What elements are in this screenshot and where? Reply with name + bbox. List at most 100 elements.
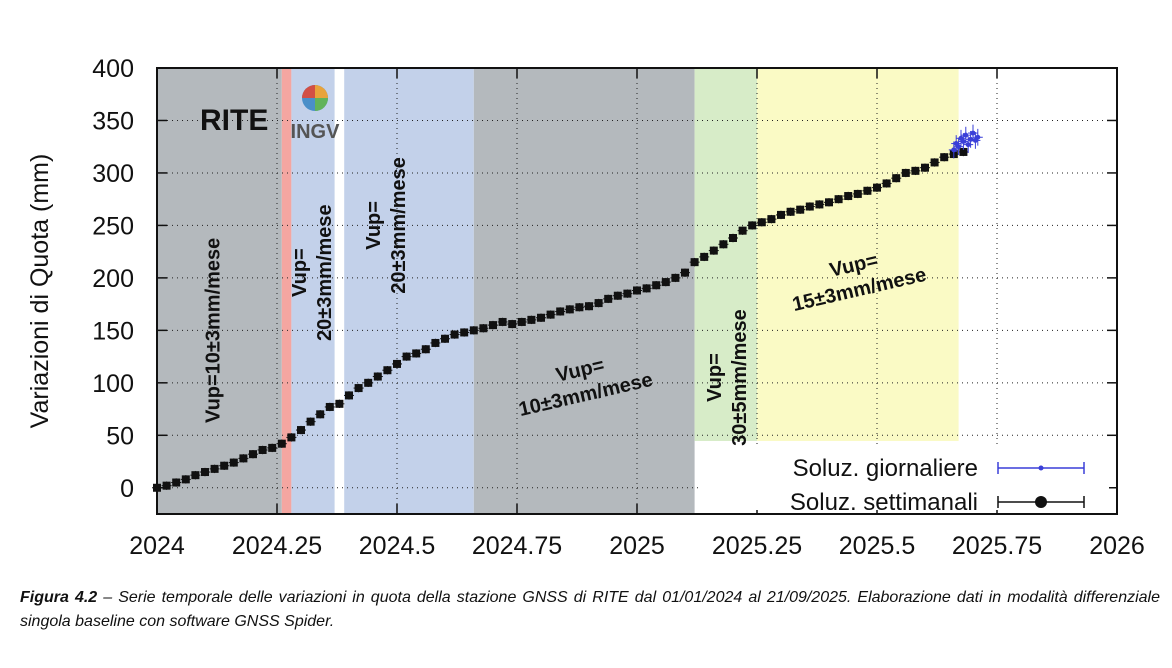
- shaded-periods: [157, 68, 959, 514]
- caption-text: – Serie temporale delle variazioni in qu…: [20, 589, 1160, 630]
- weekly-point: [786, 207, 795, 216]
- weekly-point: [229, 458, 238, 467]
- weekly-point: [594, 299, 603, 308]
- figure-caption: Figura 4.2 – Serie temporale delle varia…: [20, 586, 1160, 634]
- band-label-blue-1: Vup= 20±3mm/mese: [289, 204, 336, 341]
- weekly-point: [489, 321, 497, 330]
- weekly-point: [565, 305, 574, 314]
- weekly-point: [642, 284, 651, 293]
- weekly-point: [421, 345, 430, 354]
- weekly-point: [172, 478, 181, 487]
- weekly-point: [345, 391, 353, 400]
- weekly-point: [316, 410, 325, 419]
- weekly-point: [239, 454, 248, 463]
- y-tick-label: 200: [92, 265, 134, 293]
- weekly-point: [633, 286, 641, 295]
- weekly-point: [249, 450, 257, 459]
- daily-point: [960, 138, 966, 144]
- y-tick-label: 150: [92, 317, 134, 345]
- band-red-event: [281, 68, 292, 514]
- y-tick-label: 400: [92, 55, 134, 83]
- weekly-point: [287, 433, 296, 442]
- weekly-point: [325, 402, 334, 411]
- x-tick-label: 2025: [609, 532, 665, 560]
- legend-label-weekly: Soluz. settimanali: [790, 489, 978, 516]
- weekly-point: [613, 291, 622, 300]
- weekly-point: [863, 186, 872, 195]
- band-label-blue-2: Vup= 20±3mm/mese: [363, 157, 410, 294]
- weekly-point: [671, 273, 680, 282]
- axis-ticks: [156, 67, 1118, 514]
- weekly-point: [777, 210, 785, 219]
- y-tick-label: 100: [92, 370, 134, 398]
- weekly-point: [201, 468, 209, 477]
- x-tick-labels: 2024 2024.25 2024.5 2024.75 2025 2025.25 2025.…: [129, 532, 1145, 560]
- x-tick-label: 2024: [129, 532, 185, 560]
- weekly-point: [517, 317, 526, 326]
- band-label-line: Vup=: [289, 248, 311, 297]
- band-grey-2: [473, 68, 695, 514]
- weekly-point: [834, 195, 843, 204]
- x-tick-label: 2025.5: [839, 532, 915, 560]
- weekly-point: [796, 205, 805, 214]
- weekly-point: [681, 268, 689, 277]
- weekly-point: [364, 378, 373, 387]
- weekly-point: [873, 183, 881, 192]
- grid: [157, 68, 1117, 514]
- y-tick-label: 0: [120, 475, 134, 503]
- weekly-point: [729, 234, 737, 243]
- logo-text: INGV: [291, 121, 341, 143]
- weekly-point: [652, 281, 661, 290]
- weekly-point: [825, 198, 833, 207]
- x-tick-label: 2024.5: [359, 532, 435, 560]
- band-label-line: Vup=: [704, 353, 726, 402]
- weekly-point: [191, 471, 200, 480]
- y-axis-label: Variazioni di Quota (mm): [26, 154, 54, 429]
- weekly-point: [805, 202, 814, 211]
- weekly-point: [450, 330, 459, 339]
- series-daily: [948, 124, 983, 159]
- y-tick-label: 300: [92, 160, 134, 188]
- x-tick-label: 2025.75: [952, 532, 1042, 560]
- band-label-line: 20±3mm/mese: [388, 157, 410, 294]
- legend-label-daily: Soluz. giornaliere: [793, 455, 978, 482]
- daily-point: [963, 132, 969, 138]
- weekly-point: [623, 289, 632, 298]
- weekly-point: [853, 189, 862, 198]
- weekly-point: [556, 307, 565, 316]
- daily-point: [968, 136, 974, 142]
- legend: Soluz. giornaliere Soluz. settimanali: [699, 446, 1109, 516]
- weekly-point: [959, 147, 968, 156]
- weekly-point: [373, 372, 382, 381]
- weekly-point: [306, 417, 315, 426]
- daily-point: [975, 134, 981, 140]
- weekly-point: [537, 313, 545, 322]
- x-tick-label: 2026: [1089, 532, 1145, 560]
- weekly-point: [757, 218, 766, 227]
- legend-marker-weekly: [1035, 496, 1047, 508]
- x-tick-label: 2024.75: [472, 532, 562, 560]
- band-yellow: [757, 68, 959, 441]
- band-label-line: 30±5mm/mese: [729, 309, 751, 446]
- weekly-point: [393, 359, 401, 368]
- chart: Vup=10±3mm/mese Vup= 20±3mm/mese Vup= 20±3mm…: [26, 55, 1145, 560]
- weekly-point: [767, 215, 776, 224]
- x-tick-label: 2024.25: [232, 532, 322, 560]
- weekly-point: [441, 334, 449, 343]
- weekly-point: [709, 246, 718, 255]
- weekly-point: [527, 315, 536, 324]
- station-label: RITE: [200, 104, 268, 137]
- weekly-point: [354, 384, 363, 393]
- weekly-point: [277, 439, 286, 448]
- weekly-point: [220, 461, 229, 470]
- x-tick-label: 2025.25: [712, 532, 802, 560]
- weekly-point: [498, 317, 507, 326]
- weekly-point: [911, 166, 920, 175]
- band-label-grey-1: Vup=10±3mm/mese: [202, 238, 224, 423]
- band-blue-2: [344, 68, 474, 514]
- ingv-logo: INGV: [291, 85, 341, 143]
- weekly-point: [258, 445, 267, 454]
- weekly-point: [508, 320, 517, 329]
- weekly-point: [460, 328, 469, 337]
- y-tick-label: 350: [92, 107, 134, 135]
